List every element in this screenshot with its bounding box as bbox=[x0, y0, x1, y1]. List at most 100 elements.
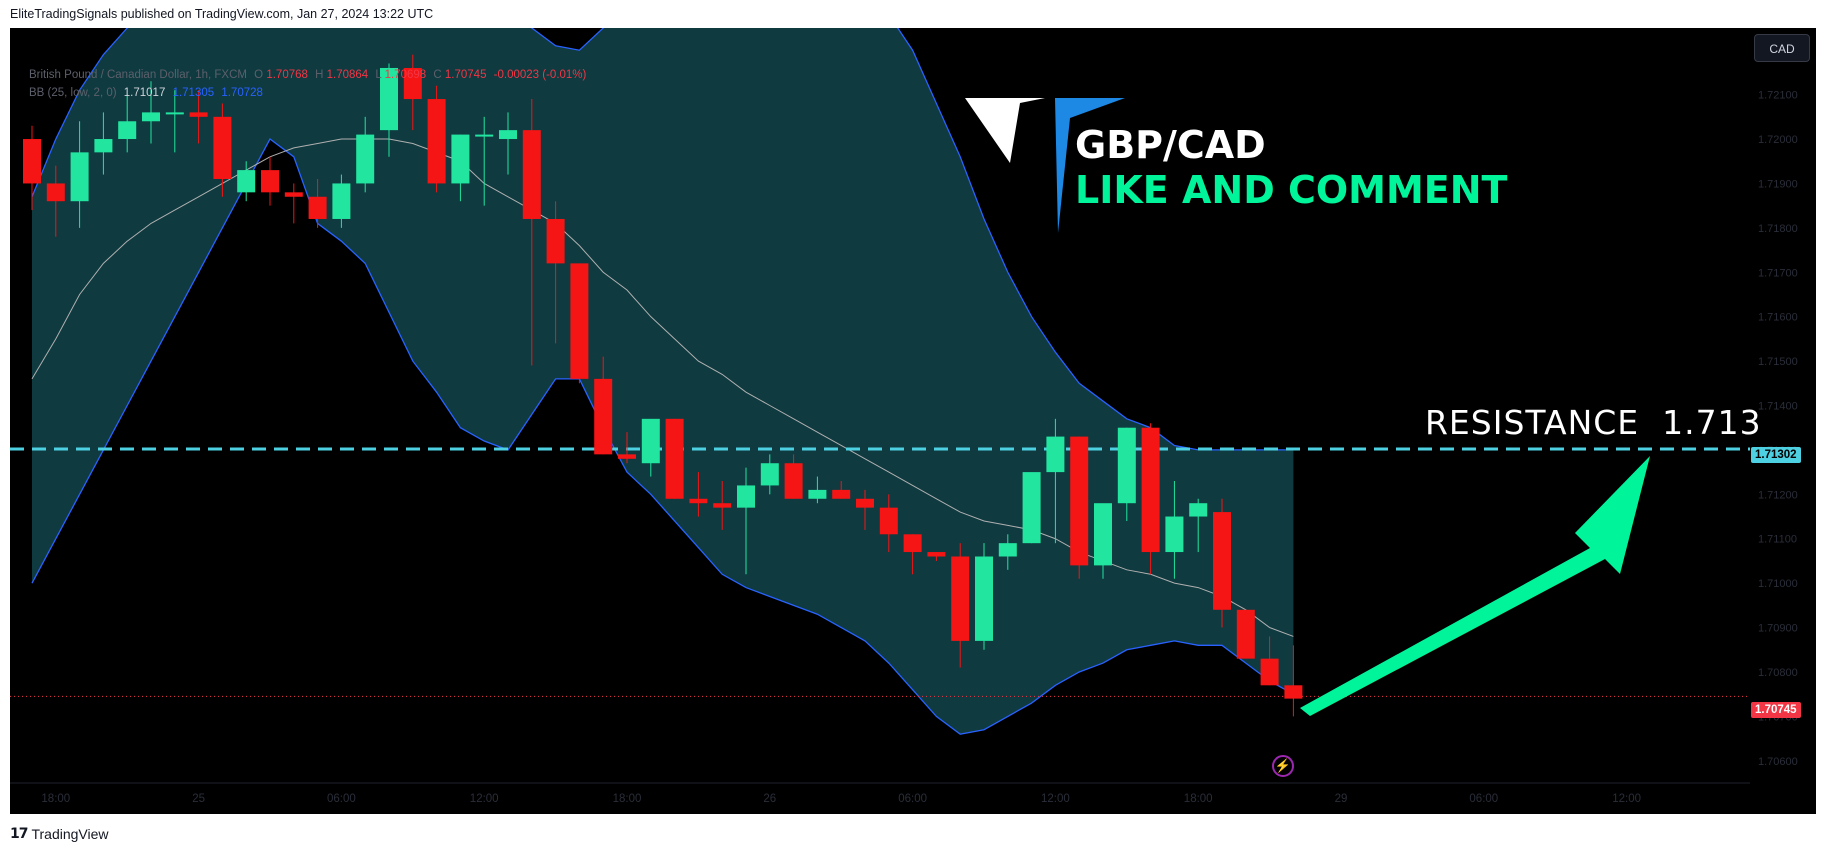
candle-body bbox=[1022, 472, 1041, 544]
price-tick-label: 1.71200 bbox=[1758, 489, 1798, 501]
price-tick-label: 1.70600 bbox=[1758, 756, 1798, 768]
candle-body bbox=[284, 192, 303, 197]
candle-body bbox=[975, 556, 993, 641]
candle-body bbox=[1284, 685, 1303, 699]
legend-symbol[interactable]: British Pound / Canadian Dollar, 1h, FXC… bbox=[29, 69, 247, 81]
candle-body bbox=[570, 263, 589, 379]
price-tick-label: 1.71800 bbox=[1758, 223, 1798, 235]
up-arrow-icon bbox=[1300, 456, 1650, 716]
resistance-price-tag: 1.71302 bbox=[1751, 447, 1801, 463]
legend-close: 1.70745 bbox=[444, 69, 487, 81]
candle bbox=[451, 134, 470, 202]
candle-body bbox=[665, 418, 684, 499]
tradingview-mark-icon: 17 bbox=[10, 826, 29, 842]
candle bbox=[1213, 498, 1231, 628]
currency-button[interactable]: CAD bbox=[1754, 34, 1810, 62]
candle-body bbox=[951, 556, 970, 641]
candle bbox=[332, 174, 351, 228]
brand-logo-blue-icon bbox=[1055, 98, 1125, 233]
candle bbox=[737, 467, 755, 575]
candle bbox=[594, 356, 613, 455]
candle-body bbox=[879, 507, 898, 535]
candle bbox=[427, 85, 446, 193]
price-tick-label: 1.71500 bbox=[1758, 356, 1798, 368]
price-scale-background bbox=[1750, 28, 1816, 814]
candle-body bbox=[998, 543, 1017, 557]
candle-body bbox=[618, 454, 636, 459]
candle-body bbox=[808, 489, 827, 499]
time-tick-label: 18:00 bbox=[1184, 793, 1213, 805]
time-tick-label: 12:00 bbox=[470, 793, 499, 805]
candle-body bbox=[1046, 436, 1065, 473]
candle-body bbox=[356, 134, 375, 184]
candle bbox=[975, 543, 993, 650]
candle bbox=[1046, 418, 1065, 544]
candle bbox=[1189, 498, 1208, 553]
candle-body bbox=[594, 378, 613, 455]
candle-body bbox=[546, 218, 565, 264]
candle bbox=[1022, 472, 1041, 544]
candle-body bbox=[784, 463, 803, 499]
candle-body bbox=[1213, 512, 1231, 610]
candle bbox=[1284, 645, 1303, 717]
candle-body bbox=[1236, 609, 1255, 659]
candle-body bbox=[1189, 503, 1208, 517]
price-tick-label: 1.71900 bbox=[1758, 178, 1798, 190]
candle bbox=[475, 116, 494, 206]
candlestick-chart[interactable]: 1.72100 1.72000 1.71900 1.71800 1.71700 1.716… bbox=[10, 28, 1816, 814]
flash-icon[interactable]: ⚡ bbox=[1272, 755, 1294, 777]
candle bbox=[1236, 609, 1255, 659]
price-tick-label: 1.71400 bbox=[1758, 401, 1798, 413]
candle bbox=[784, 454, 803, 499]
price-tick-label: 1.71700 bbox=[1758, 267, 1798, 279]
candle-body bbox=[237, 170, 256, 193]
candle-body bbox=[641, 418, 660, 464]
candle-body bbox=[332, 183, 351, 219]
candle-body bbox=[308, 196, 327, 219]
candle bbox=[499, 112, 517, 175]
legend-open: 1.70768 bbox=[266, 69, 308, 81]
candle bbox=[618, 432, 636, 464]
candle-body bbox=[189, 112, 208, 117]
candle bbox=[832, 481, 851, 499]
resistance-label: RESISTANCE 1.713 bbox=[1425, 403, 1762, 442]
candle-body bbox=[1070, 436, 1089, 566]
candle-body bbox=[1260, 658, 1279, 686]
time-tick-label: 06:00 bbox=[327, 793, 356, 805]
candle-body bbox=[213, 116, 232, 179]
chart-frame[interactable]: 1.72100 1.72000 1.71900 1.71800 1.71700 1.716… bbox=[10, 28, 1816, 814]
candle-body bbox=[118, 121, 137, 140]
candle-body bbox=[689, 498, 708, 504]
candle-body bbox=[856, 498, 874, 508]
candle bbox=[284, 183, 303, 224]
candle bbox=[23, 125, 41, 211]
legend-high-label: H bbox=[315, 69, 324, 81]
candle-body bbox=[165, 112, 184, 115]
tradingview-logo[interactable]: 17 TradingView bbox=[10, 826, 109, 842]
candle-body bbox=[522, 130, 541, 219]
candle-body bbox=[1094, 503, 1112, 566]
candle bbox=[356, 116, 375, 193]
candle-body bbox=[1117, 427, 1136, 504]
candle-body bbox=[23, 139, 41, 184]
price-tick-label: 1.71000 bbox=[1758, 578, 1798, 590]
candle-body bbox=[1141, 427, 1160, 553]
price-tick-label: 1.72000 bbox=[1758, 134, 1798, 146]
legend-bb-label[interactable]: BB (25, low, 2, 0) bbox=[29, 87, 117, 99]
candle bbox=[522, 99, 541, 366]
candle bbox=[903, 534, 922, 575]
price-tick-label: 1.71600 bbox=[1758, 312, 1798, 324]
candle-body bbox=[380, 67, 398, 131]
legend-bb-basis: 1.71017 bbox=[123, 87, 166, 99]
legend-bb-upper: 1.71305 bbox=[172, 87, 215, 99]
candle bbox=[951, 543, 970, 668]
candle-body bbox=[142, 112, 160, 122]
candle-body bbox=[70, 152, 89, 202]
publisher-line: EliteTradingSignals published on Trading… bbox=[10, 7, 434, 21]
candle bbox=[189, 90, 208, 144]
candle bbox=[70, 121, 89, 228]
legend-low: 1.70698 bbox=[384, 69, 427, 81]
brand-logo-white-icon bbox=[965, 98, 1045, 163]
candle-body bbox=[927, 552, 946, 557]
candle bbox=[879, 494, 898, 553]
